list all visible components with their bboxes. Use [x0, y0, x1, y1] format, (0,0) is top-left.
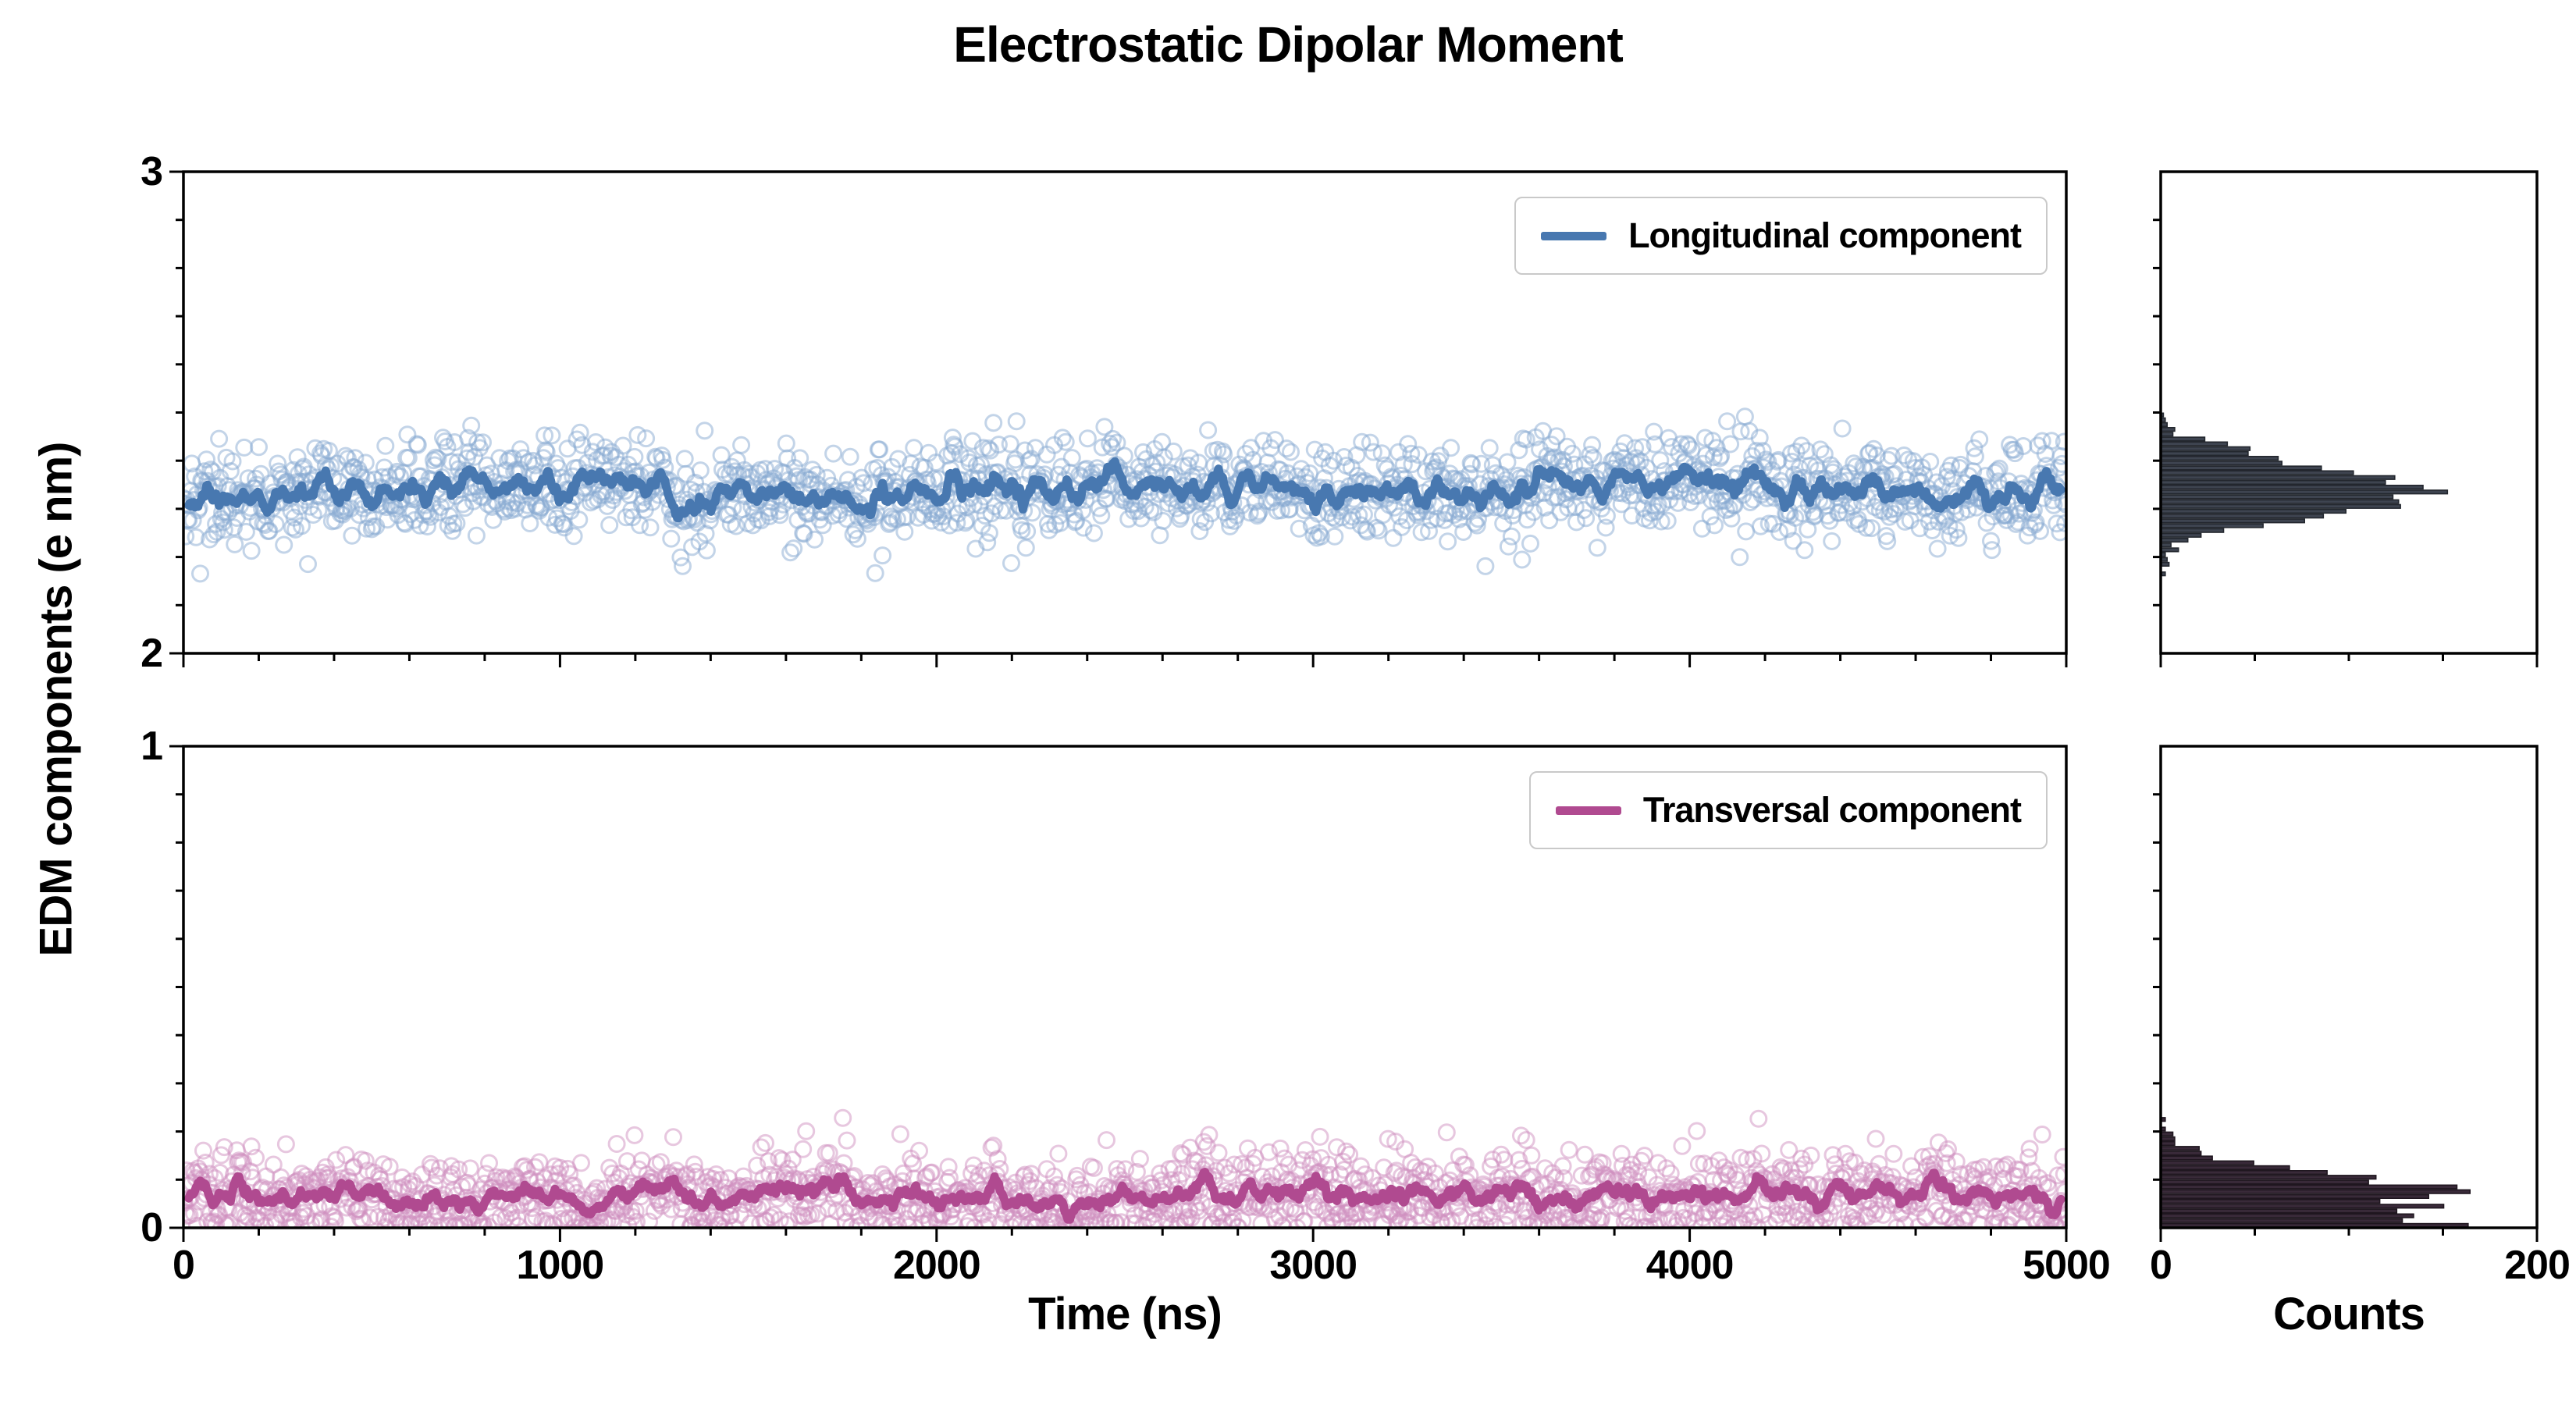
legend-label-transversal: Transversal component: [1642, 790, 2022, 830]
y-axis-label: EDM components (e nm): [30, 442, 82, 957]
y-tick-label: 0: [141, 1205, 163, 1250]
legend-swatch-transversal: [1555, 806, 1621, 815]
x-tick-label: 1000: [516, 1243, 605, 1288]
counts-tick-label: 0: [2150, 1243, 2172, 1288]
legend-transversal: Transversal component: [1528, 771, 2048, 849]
y-tick-label: 2: [141, 631, 163, 676]
counts-axis-label: Counts: [2273, 1289, 2425, 1339]
chart-title: Electrostatic Dipolar Moment: [953, 16, 1623, 73]
x-tick-label: 0: [173, 1243, 195, 1288]
x-axis-label: Time (ns): [1028, 1289, 1222, 1339]
legend-longitudinal: Longitudinal component: [1514, 197, 2048, 275]
y-tick-label: 3: [141, 149, 163, 194]
x-tick-label: 5000: [2023, 1243, 2111, 1288]
legend-swatch-longitudinal: [1541, 231, 1607, 240]
x-tick-label: 3000: [1269, 1243, 1357, 1288]
legend-label-longitudinal: Longitudinal component: [1628, 215, 2022, 255]
x-tick-label: 2000: [892, 1243, 981, 1288]
counts-tick-label: 200: [2504, 1243, 2571, 1288]
y-tick-label: 1: [141, 724, 163, 769]
x-tick-label: 4000: [1646, 1243, 1735, 1288]
